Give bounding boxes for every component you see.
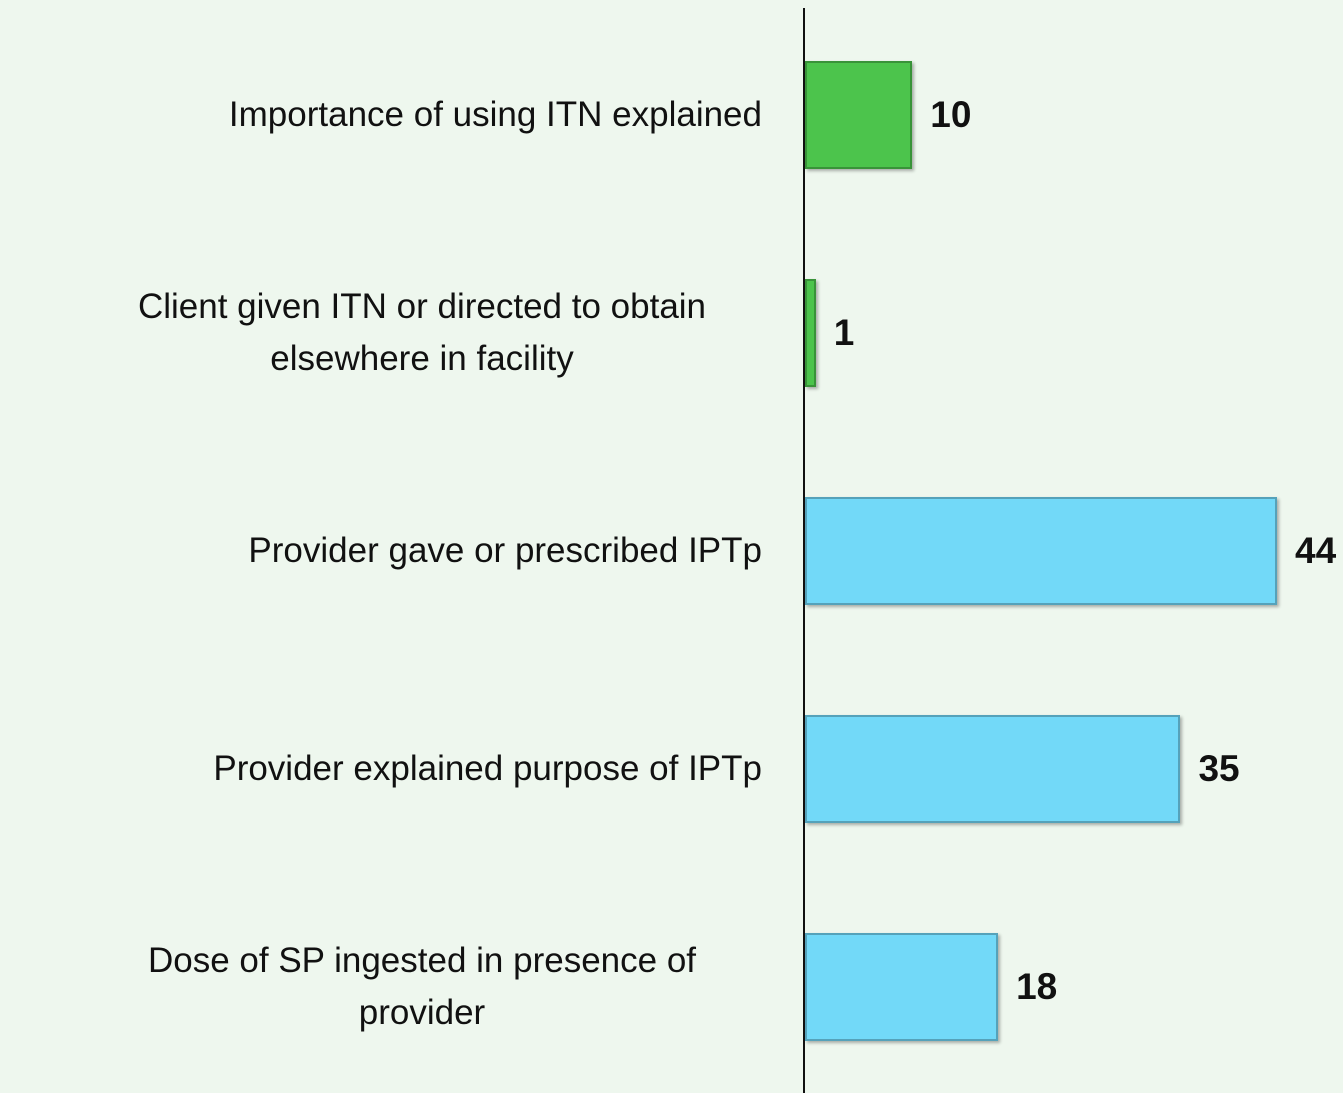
category-label: Dose of SP ingested in presence of provi… (147, 941, 697, 1032)
category-axis (803, 8, 805, 1093)
data-label: 10 (930, 94, 972, 135)
category-label: Provider gave or prescribed IPTp (248, 531, 762, 570)
bar (805, 279, 816, 387)
bar (805, 61, 913, 169)
data-label: 35 (1198, 748, 1240, 789)
data-label: 44 (1295, 530, 1337, 571)
category-label: Importance of using ITN explained (228, 95, 762, 134)
category-label: Provider explained purpose of IPTp (213, 749, 762, 788)
category-label: Client given ITN or directed to obtain e… (137, 287, 707, 378)
data-label: 1 (833, 312, 855, 353)
bar (805, 933, 999, 1041)
bar (805, 715, 1181, 823)
data-label: 18 (1016, 966, 1058, 1007)
bar (805, 497, 1277, 605)
